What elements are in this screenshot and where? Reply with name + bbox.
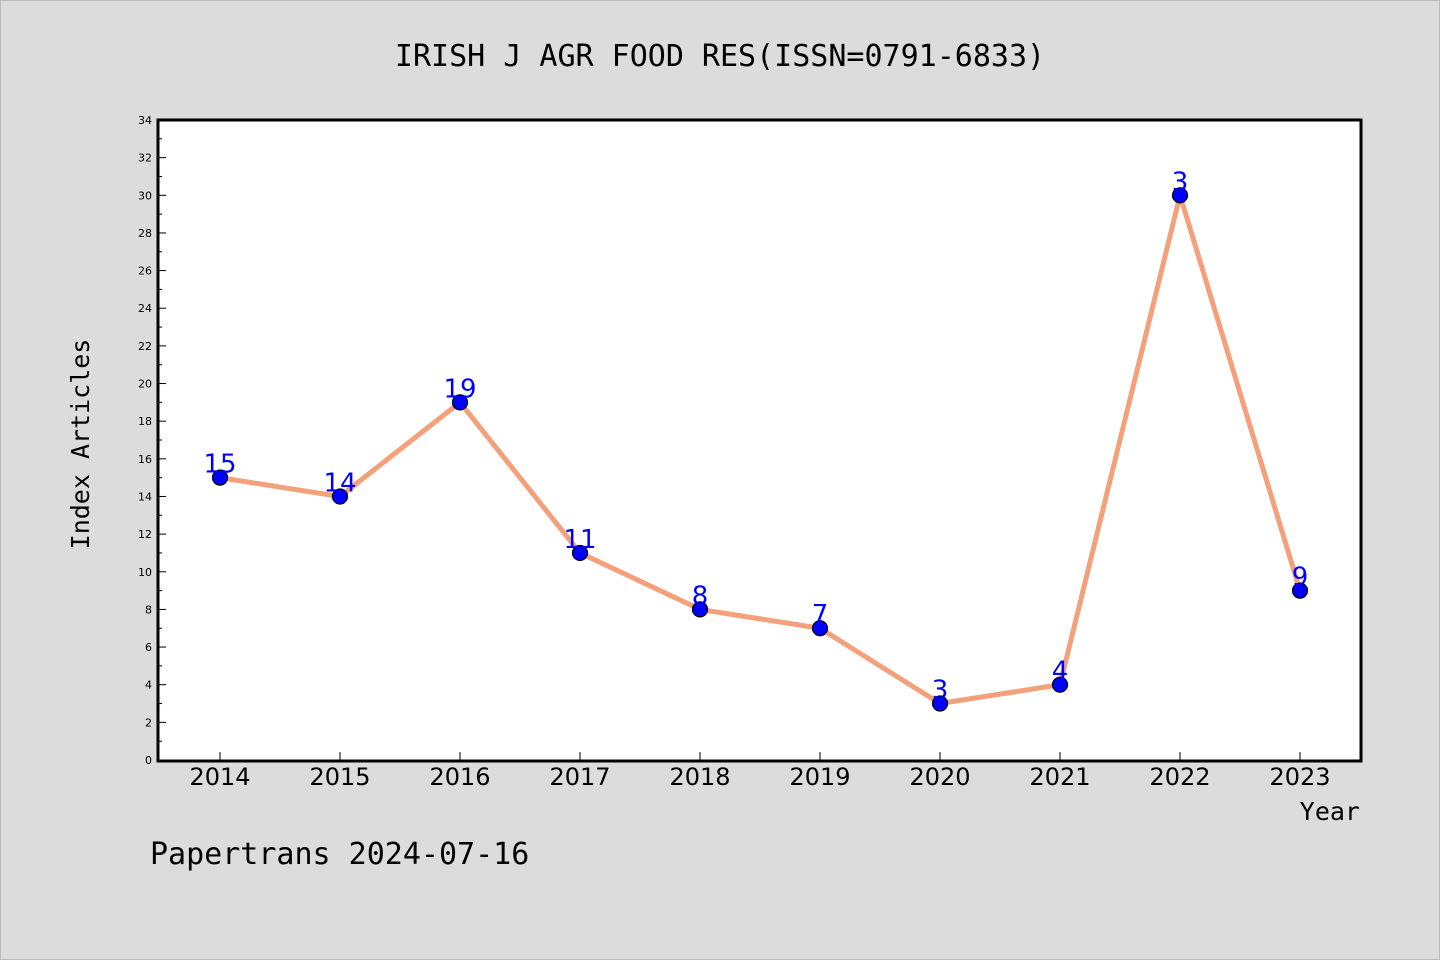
y-tick-label: 24: [138, 302, 152, 315]
x-tick-label: 2020: [909, 763, 970, 791]
y-tick-label: 22: [138, 340, 152, 353]
x-tick-label: 2023: [1269, 763, 1330, 791]
data-value-label: 3: [932, 676, 949, 706]
x-axis-ticks: [219, 752, 1301, 760]
data-point-marker: [571, 544, 589, 562]
data-point-marker: [691, 601, 709, 618]
x-tick-label: 2014: [189, 763, 250, 791]
plot-frame: [156, 118, 1363, 763]
data-labels: 15 14 19 11 8 7 3 4 3 9: [203, 167, 1308, 705]
x-tick-label: 2019: [789, 763, 850, 791]
x-tick-label: 2017: [549, 763, 610, 791]
x-axis-title: Year: [1300, 797, 1360, 826]
y-tick-label: 2: [145, 716, 152, 729]
data-point-marker: [1291, 582, 1309, 599]
series-line: [219, 192, 1303, 707]
data-value-label: 3: [1172, 167, 1189, 197]
data-value-label: 4: [1052, 657, 1069, 687]
y-tick-label: 34: [138, 114, 152, 127]
y-tick-label: 32: [138, 152, 152, 165]
y-tick-label: 10: [138, 566, 152, 579]
data-value-label: 9: [1292, 563, 1309, 593]
x-tick-label: 2018: [669, 763, 730, 791]
data-point-marker: [451, 394, 469, 411]
x-tick-label: 2022: [1149, 763, 1210, 791]
data-point-marker: [811, 620, 829, 637]
y-tick-label: 8: [145, 603, 152, 616]
data-value-label: 11: [563, 525, 596, 555]
data-markers: [211, 187, 1309, 712]
data-point-marker: [1171, 187, 1189, 204]
data-point-marker: [931, 695, 949, 712]
y-tick-label: 12: [138, 528, 152, 541]
y-tick-label: 6: [145, 641, 152, 654]
data-point-marker: [331, 488, 349, 505]
y-axis-title: Index Articles: [66, 339, 95, 550]
data-value-label: 14: [323, 468, 356, 498]
chart-title: IRISH J AGR FOOD RES(ISSN=0791-6833): [395, 39, 1045, 74]
x-tick-label: 2015: [309, 763, 370, 791]
data-point-marker: [1051, 676, 1069, 693]
y-tick-label: 28: [138, 227, 152, 240]
data-value-label: 7: [812, 600, 829, 630]
y-tick-label: 0: [145, 754, 152, 767]
y-tick-label: 16: [138, 453, 152, 466]
data-point-marker: [211, 469, 229, 486]
data-value-label: 15: [203, 450, 236, 480]
plot-area: [158, 120, 1361, 761]
footer-source-date: Papertrans 2024-07-16: [150, 837, 529, 872]
x-tick-label: 2016: [429, 763, 490, 791]
data-value-label: 19: [443, 374, 476, 404]
data-value-label: 8: [692, 581, 709, 611]
y-tick-label: 4: [145, 679, 152, 692]
x-tick-label: 2021: [1029, 763, 1090, 791]
y-tick-label: 26: [138, 265, 152, 278]
y-tick-label: 20: [138, 378, 152, 391]
y-tick-label: 14: [138, 490, 152, 503]
y-tick-label: 30: [138, 189, 152, 202]
x-axis-tick-labels: 2014 2015 2016 2017 2018 2019 2020 2021 2022 2023: [189, 763, 1330, 791]
y-tick-label: 18: [138, 415, 152, 428]
